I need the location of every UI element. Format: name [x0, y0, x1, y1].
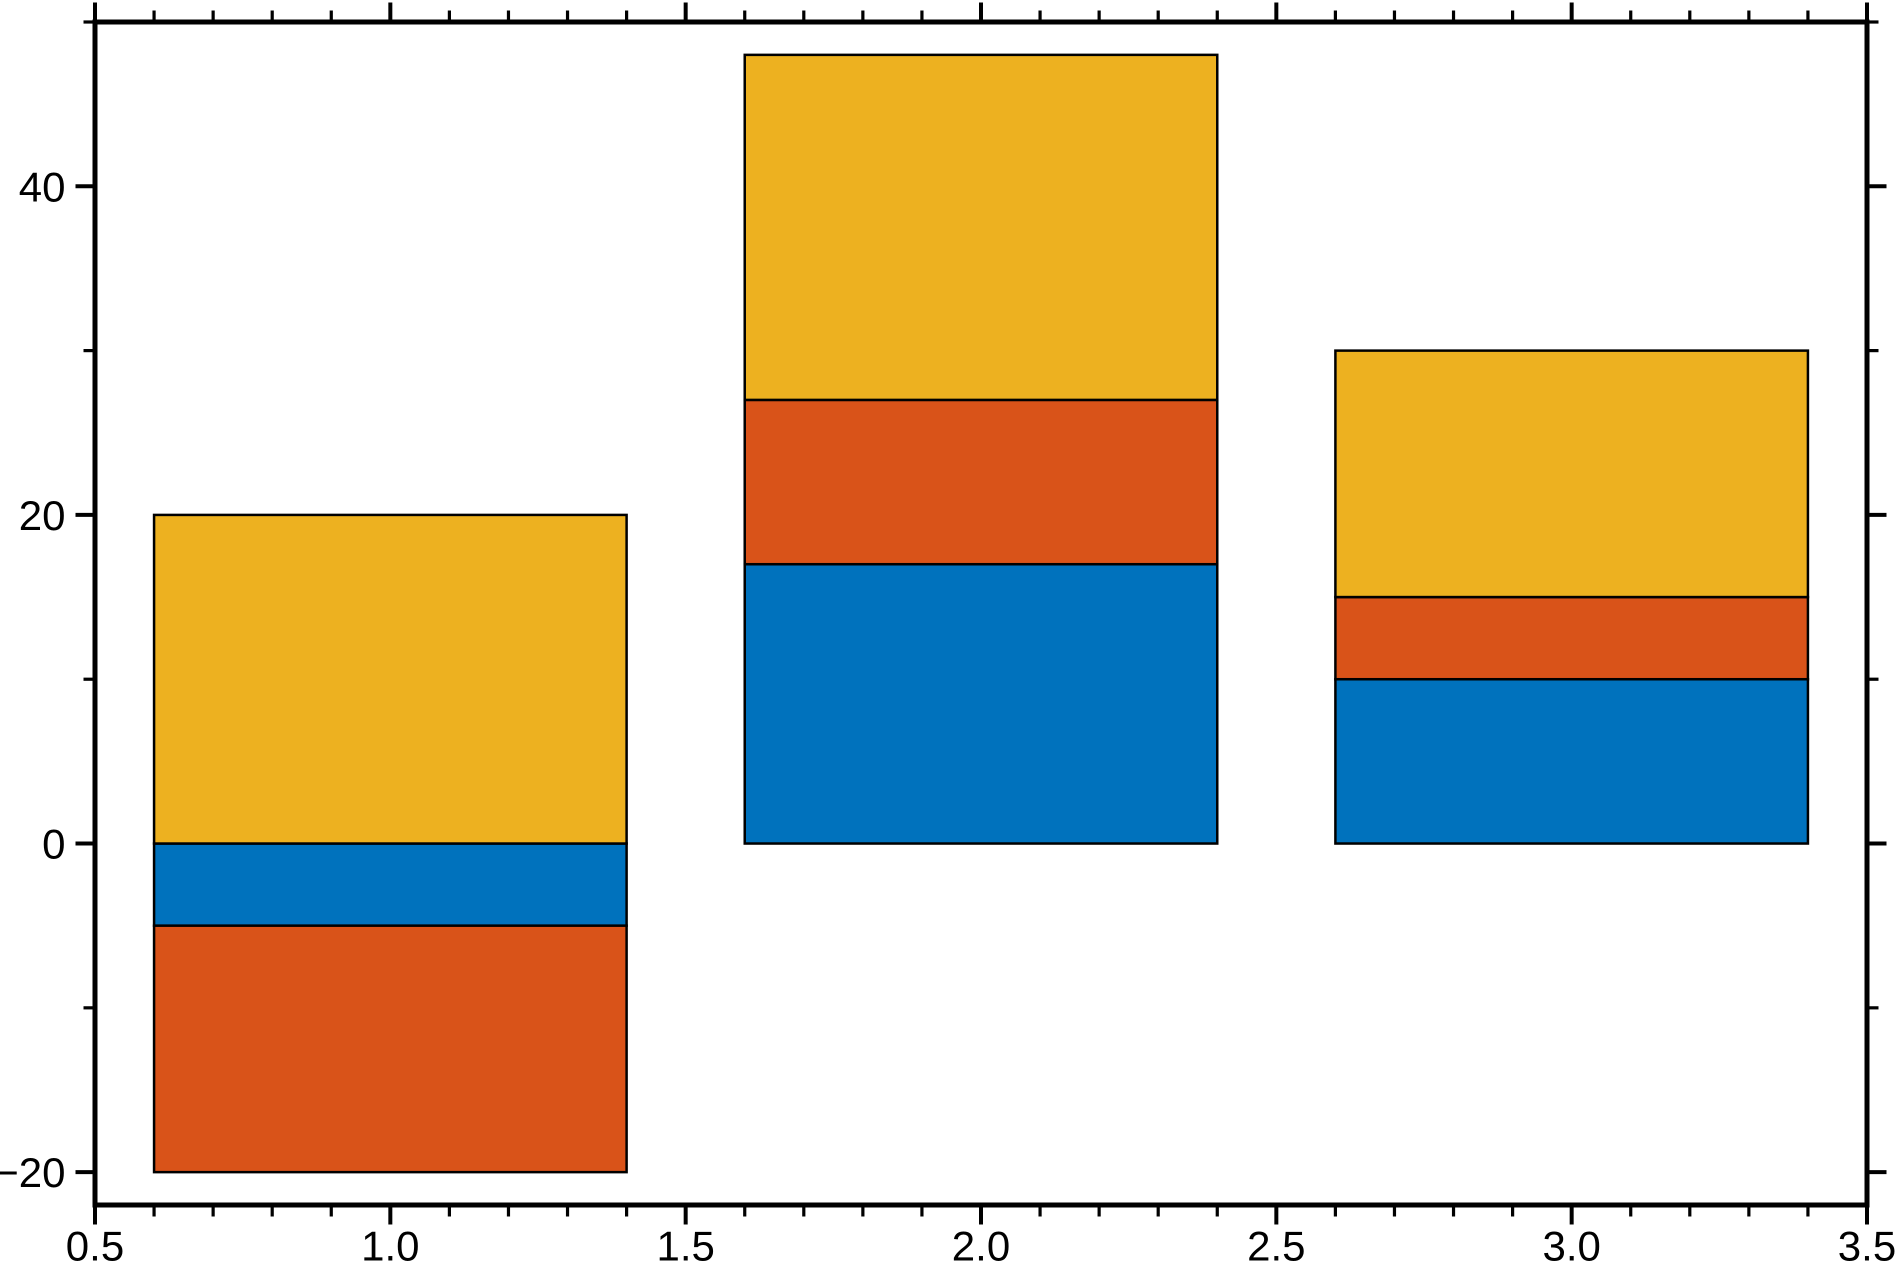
x-tick-label: 2.0: [952, 1223, 1010, 1263]
bar-segment-series-orange-cat3: [1334, 595, 1810, 681]
x-tick-label: 1.5: [656, 1223, 714, 1263]
bar-segment-series-blue-cat2: [743, 562, 1219, 845]
bar-segment-series-yellow-cat1: [152, 513, 628, 845]
axes-frame: [92, 19, 1870, 1208]
x-tick-label: 3.5: [1838, 1223, 1896, 1263]
bar-segment-series-orange-cat2: [743, 398, 1219, 566]
x-tick-label: 2.5: [1247, 1223, 1305, 1263]
bar-segment-series-blue-cat1: [152, 842, 628, 927]
x-tick-label: 3.0: [1542, 1223, 1600, 1263]
bar-segment-series-blue-cat3: [1334, 677, 1810, 845]
y-tick-label: 40: [19, 163, 66, 210]
bar-segment-series-yellow-cat3: [1334, 349, 1810, 599]
y-tick-label: −20: [0, 1149, 66, 1196]
x-tick-label: 1.0: [361, 1223, 419, 1263]
x-tick-label: 0.5: [66, 1223, 124, 1263]
bar-segment-series-orange-cat1: [152, 924, 628, 1174]
bar-segment-series-yellow-cat2: [743, 53, 1219, 402]
y-tick-label: 20: [19, 492, 66, 539]
y-tick-label: 0: [42, 821, 65, 868]
